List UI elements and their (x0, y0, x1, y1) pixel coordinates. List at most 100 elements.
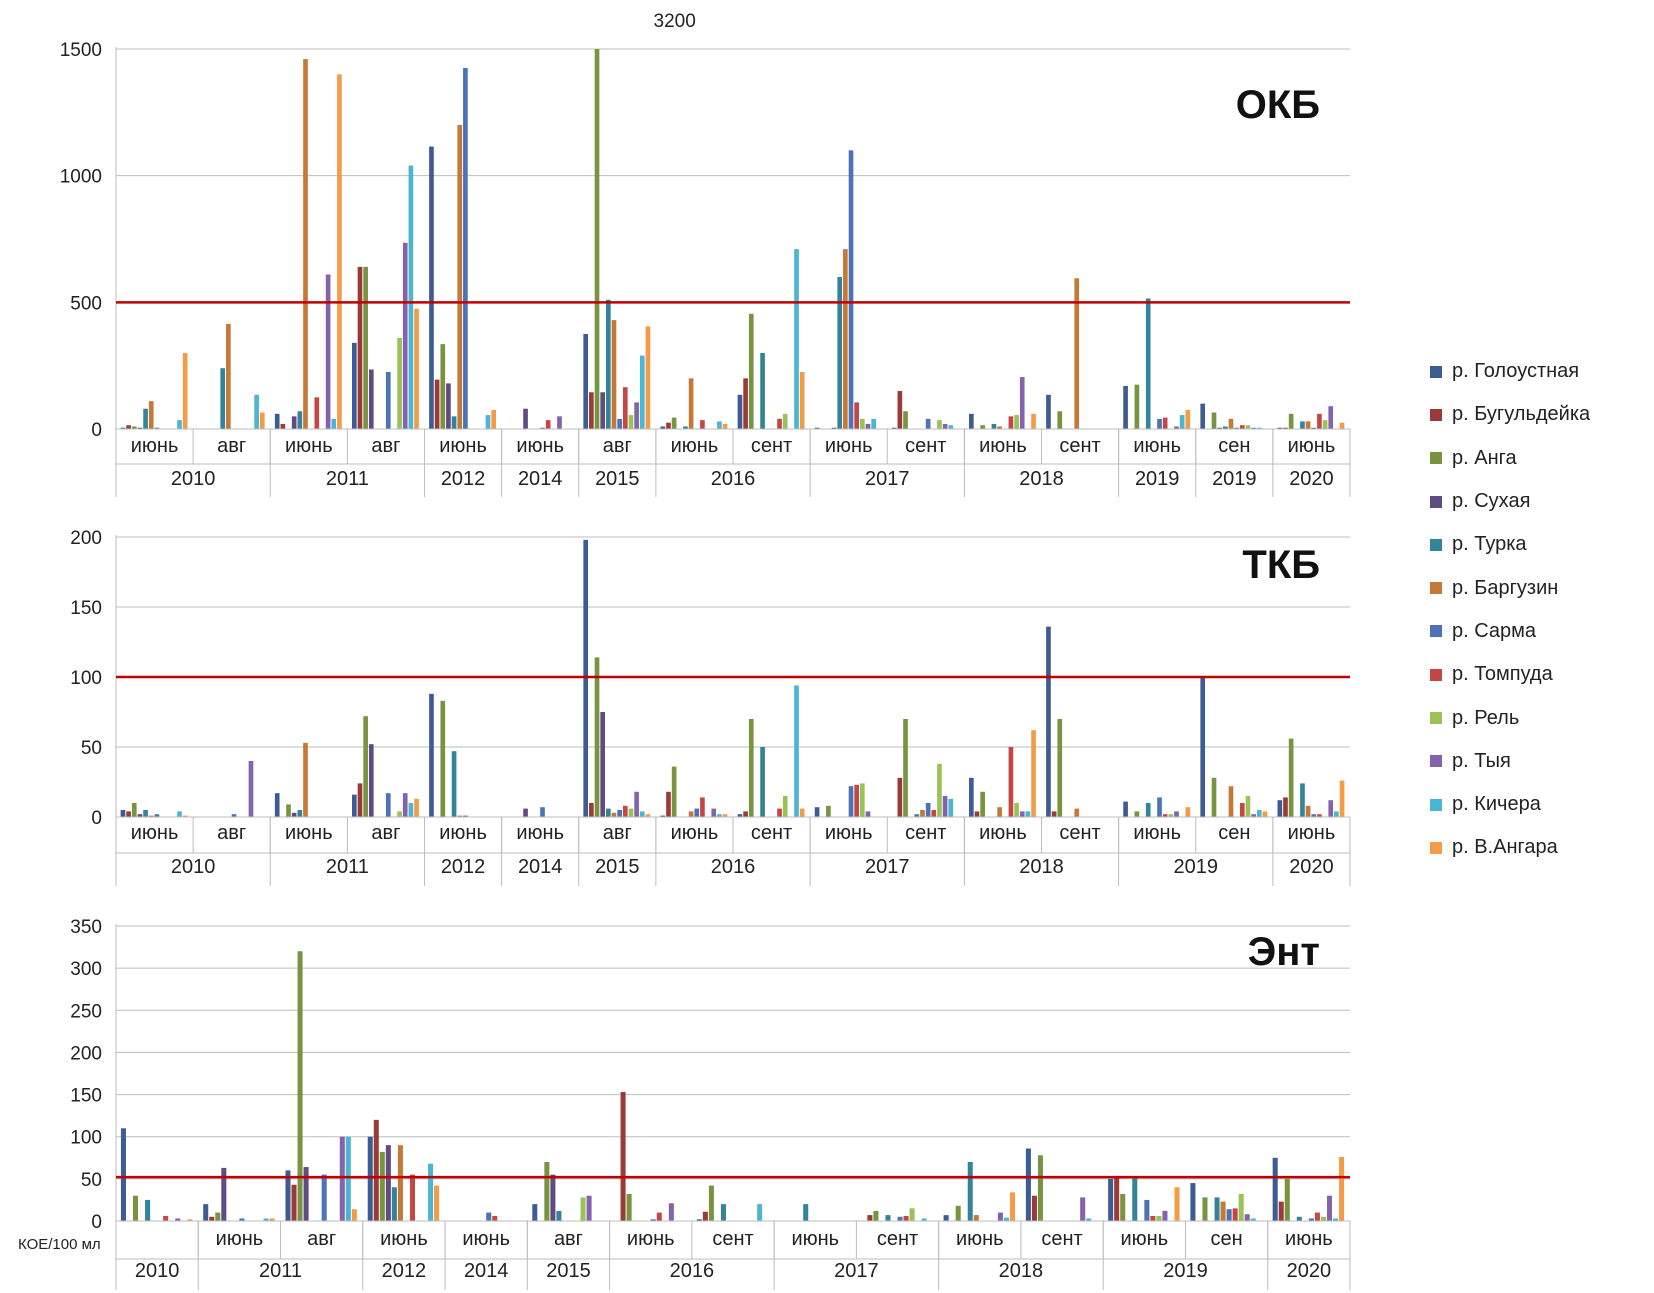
x-group-label: 2014 (518, 856, 563, 878)
bar (1025, 811, 1031, 817)
legend-entry: р. Кичера (1430, 783, 1650, 826)
x-tick-label: июнь (516, 822, 564, 844)
bar (937, 420, 942, 429)
bar (379, 1151, 385, 1221)
bar (1162, 814, 1168, 817)
bar (668, 1203, 674, 1221)
x-tick-label: июнь (1285, 1228, 1333, 1250)
bar (997, 807, 1002, 817)
x-group-label: 2012 (441, 468, 486, 490)
legend-label: р. Голоустная (1452, 360, 1580, 383)
bar (440, 700, 446, 817)
bar (885, 1215, 891, 1221)
bar (263, 1218, 269, 1221)
bar (589, 392, 594, 429)
bar (1019, 811, 1025, 817)
x-group-label: 2011 (259, 1260, 302, 1282)
legend-label: р. Сухая (1452, 490, 1531, 513)
bar (871, 418, 876, 429)
bar (187, 1219, 193, 1221)
bar (873, 1210, 879, 1221)
bar (274, 793, 280, 817)
bar (696, 1219, 702, 1221)
x-group-label: 2020 (1287, 1260, 1332, 1282)
bar (143, 408, 148, 429)
bar (620, 1092, 626, 1221)
bar (586, 1195, 592, 1221)
bar (660, 815, 666, 817)
bar (909, 1208, 915, 1221)
bar (303, 742, 308, 817)
bar (1226, 1209, 1232, 1221)
bar (666, 422, 671, 429)
x-tick-label: сен (1218, 435, 1250, 457)
bar (1272, 1157, 1278, 1221)
bar (1057, 411, 1063, 429)
x-tick-label: июнь (1133, 435, 1181, 457)
bar (969, 413, 974, 429)
x-group-label: 2017 (865, 856, 910, 878)
bar (540, 427, 545, 429)
legend-swatch (1430, 495, 1442, 508)
chart-title: ТКБ (1242, 543, 1320, 587)
legend: р. Голоустная р. Бугульдейка р. Анга р. Сух… (1430, 350, 1650, 870)
bar (1009, 1192, 1015, 1221)
bar (231, 814, 237, 817)
x-tick-label: сент (712, 1228, 753, 1250)
bar (274, 413, 280, 429)
bar (1334, 811, 1339, 817)
bar (1174, 811, 1179, 817)
bar (414, 798, 419, 817)
bar (368, 369, 374, 429)
bar (782, 796, 788, 817)
x-group-label: 2014 (518, 468, 563, 490)
x-tick-label: авг (307, 1228, 336, 1250)
bar (600, 712, 606, 817)
legend-swatch (1430, 365, 1442, 378)
x-group-label: 2020 (1289, 468, 1334, 490)
x-group-label: 2012 (441, 856, 486, 878)
bar (221, 1167, 227, 1221)
bar (1008, 416, 1014, 429)
bar (903, 411, 908, 429)
bar (937, 763, 942, 817)
y-tick-label: 200 (70, 1043, 102, 1064)
chart-panel-2: 0 50 100 150 200 июнь авг июнь авг июнь июнь авг июн… (70, 528, 1351, 886)
bar (1025, 1148, 1031, 1221)
bar (291, 416, 297, 429)
legend-label: р. В.Ангара (1452, 836, 1558, 859)
x-tick-label: июнь (1288, 435, 1336, 457)
bar (297, 810, 303, 817)
bar (145, 1199, 151, 1221)
bar (1300, 421, 1305, 429)
bar (1057, 719, 1063, 817)
bar (717, 421, 722, 429)
x-group-label: 2014 (464, 1260, 509, 1282)
y-tick-label: 200 (70, 528, 102, 549)
y-tick-label: 300 (70, 959, 102, 980)
bar (671, 766, 677, 817)
bar (925, 803, 931, 817)
bar (1328, 406, 1334, 429)
bar (1232, 1208, 1238, 1221)
bar (1317, 814, 1322, 817)
bar (865, 811, 871, 817)
bar (446, 383, 451, 429)
bar (1220, 1201, 1226, 1221)
legend-label: р. Баргузин (1452, 576, 1559, 599)
x-group-label: 2015 (595, 856, 640, 878)
bar (1051, 811, 1057, 817)
y-tick-label: 100 (70, 1128, 102, 1149)
bar (1123, 385, 1128, 429)
bar (1283, 427, 1288, 429)
bar (660, 426, 666, 429)
x-tick-label: июнь (627, 1228, 675, 1250)
x-tick-label: июнь (671, 822, 719, 844)
bar (357, 783, 363, 817)
bar (799, 808, 805, 817)
bar (1223, 426, 1228, 429)
bar (126, 425, 131, 429)
x-tick-label: июнь (131, 435, 179, 457)
y-tick-label: 50 (81, 1170, 102, 1191)
bar (440, 344, 446, 429)
